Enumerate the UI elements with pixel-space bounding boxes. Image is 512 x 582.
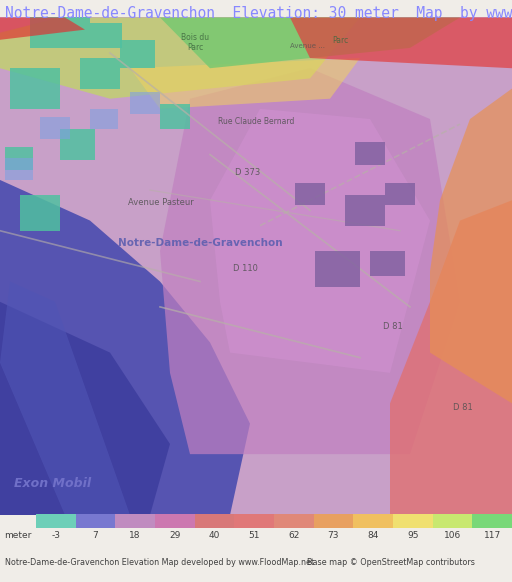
Bar [130,91,160,114]
Text: meter: meter [4,531,32,540]
Text: 73: 73 [328,531,339,540]
Text: D 81: D 81 [453,403,473,413]
Text: Notre-Dame-de-Gravenchon: Notre-Dame-de-Gravenchon [118,238,283,248]
Text: Notre-Dame-de-Gravenchon  Elevation: 30 meter  Map  by www.FloodMap.net (b: Notre-Dame-de-Gravenchon Elevation: 30 m… [5,6,512,22]
Text: Base map © OpenStreetMap contributors: Base map © OpenStreetMap contributors [307,558,475,567]
Polygon shape [390,200,512,515]
Bar [120,40,155,68]
Bar [115,514,155,528]
Bar [90,23,122,48]
Bar [60,129,95,159]
Bar [20,195,60,230]
Bar [355,143,385,165]
Polygon shape [0,17,85,40]
Text: 106: 106 [444,531,461,540]
Bar [90,109,118,129]
Bar [80,58,120,88]
Text: 95: 95 [407,531,418,540]
Text: 117: 117 [483,531,501,540]
Bar [315,251,360,286]
Text: Avenue ...: Avenue ... [290,43,325,49]
Bar [160,104,190,129]
Bar [393,514,433,528]
Text: D 110: D 110 [233,264,258,274]
Bar [10,68,60,109]
Bar [5,147,33,170]
Text: 62: 62 [288,531,300,540]
Bar [473,514,512,528]
Bar [345,195,385,226]
Text: Notre-Dame-de-Gravenchon Elevation Map developed by www.FloodMap.net: Notre-Dame-de-Gravenchon Elevation Map d… [5,558,314,567]
Text: Parc: Parc [332,36,348,45]
Text: 18: 18 [130,531,141,540]
Text: D 373: D 373 [235,168,260,177]
Text: Rue Claude Bernard: Rue Claude Bernard [218,117,294,126]
Polygon shape [0,282,130,515]
Text: Avenue Pasteur: Avenue Pasteur [128,198,194,207]
Text: 40: 40 [209,531,220,540]
Bar [385,183,415,205]
Text: 7: 7 [93,531,98,540]
Bar [36,514,76,528]
Text: Bois du
Parc: Bois du Parc [181,33,209,52]
Text: 84: 84 [368,531,379,540]
Bar [155,514,195,528]
Bar [353,514,393,528]
Polygon shape [210,109,430,373]
Bar [30,17,90,48]
Bar [295,183,325,205]
Text: -3: -3 [51,531,60,540]
Bar [5,158,33,180]
Polygon shape [0,180,250,515]
Polygon shape [290,17,512,68]
Text: Exon Mobil: Exon Mobil [14,477,91,489]
Polygon shape [0,17,360,99]
Text: 51: 51 [248,531,260,540]
Polygon shape [160,68,460,454]
Polygon shape [160,17,460,68]
Bar [40,117,70,139]
Bar [370,251,405,276]
Polygon shape [0,302,170,515]
Bar [274,514,313,528]
Bar [234,514,274,528]
Text: D 81: D 81 [383,322,403,331]
Bar [76,514,115,528]
Polygon shape [130,58,360,109]
Text: 29: 29 [169,531,180,540]
Bar [433,514,472,528]
Bar [195,514,234,528]
Bar [313,514,353,528]
Polygon shape [430,88,512,403]
